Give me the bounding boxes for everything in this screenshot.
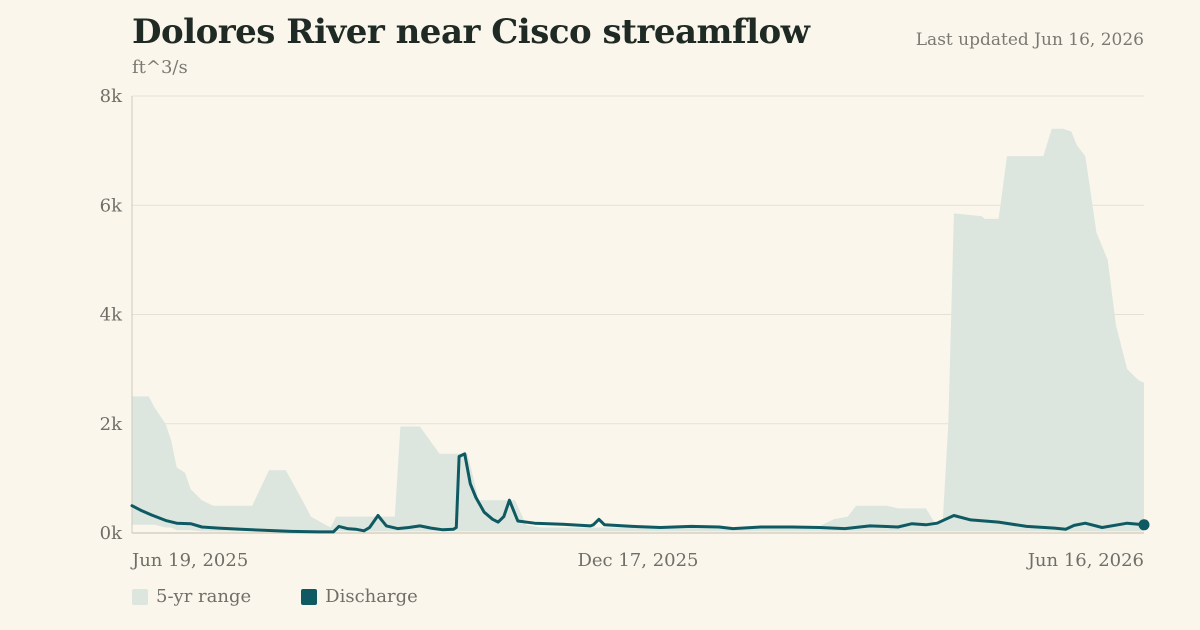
chart-title: Dolores River near Cisco streamflow [132, 12, 810, 52]
discharge-series [130, 452, 1150, 534]
last-updated-text: Last updated Jun 16, 2026 [915, 30, 1144, 50]
legend-discharge-label: Discharge [325, 586, 418, 607]
grid-lines [132, 95, 1144, 425]
y-tick-label: 2k [100, 414, 123, 435]
range-swatch [132, 588, 148, 605]
legend: 5-yr range Discharge [132, 586, 418, 607]
latest-discharge-point [1138, 519, 1150, 531]
y-tick-label: 0k [100, 523, 123, 544]
range-band-area [132, 128, 1144, 532]
discharge-line [130, 452, 1146, 534]
range-band [132, 128, 1144, 532]
x-tick-label: Dec 17, 2025 [577, 550, 698, 571]
y-tick-label: 6k [100, 195, 123, 216]
y-axis-unit-label: ft^3/s [132, 57, 188, 78]
y-tick-labels: 0k 2k 4k 6k 8k [100, 86, 123, 544]
x-tick-label: Jun 19, 2025 [130, 550, 248, 571]
legend-item-discharge[interactable]: Discharge [301, 586, 418, 607]
x-tick-labels: Jun 19, 2025 Dec 17, 2025 Jun 16, 2026 [130, 550, 1144, 571]
legend-range-label: 5-yr range [156, 586, 252, 607]
legend-item-range[interactable]: 5-yr range [132, 586, 251, 607]
y-tick-label: 4k [100, 305, 123, 326]
y-tick-label: 8k [100, 86, 123, 107]
discharge-swatch [301, 588, 318, 605]
x-tick-label: Jun 16, 2026 [1026, 550, 1144, 571]
